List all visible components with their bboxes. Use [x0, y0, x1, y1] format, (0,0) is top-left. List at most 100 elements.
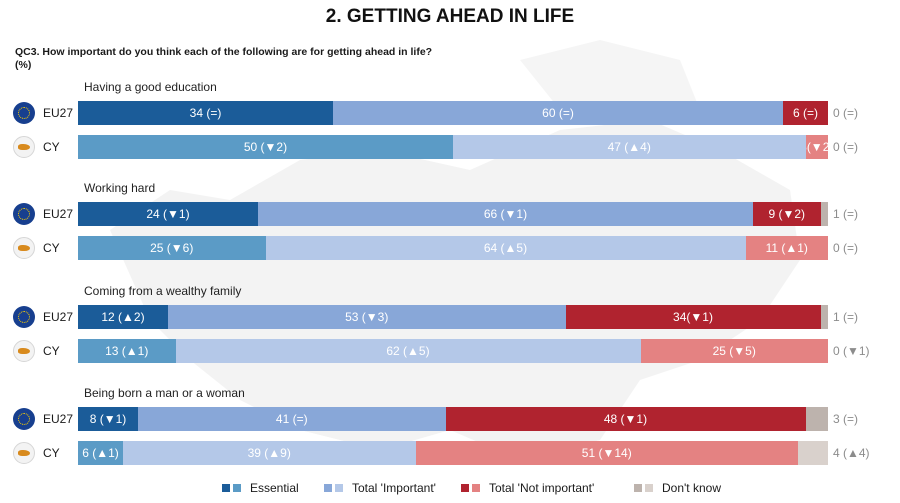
- segment-value-label: 11 (▲1): [765, 241, 808, 255]
- legend-label: Total 'Not important': [489, 481, 595, 495]
- important-segment: 66 (▼1): [258, 202, 753, 226]
- segment-value-label: 39 (▲9): [247, 446, 291, 460]
- dont-know-value-label: 0 (▼1): [833, 344, 870, 358]
- legend-swatch: [634, 484, 642, 492]
- dont-know-segment: [805, 407, 828, 431]
- page-title: 2. GETTING AHEAD IN LIFE: [325, 6, 575, 27]
- segment-value-label: 6 (=): [792, 106, 818, 120]
- not-important-segment: 51 (▼14): [415, 441, 798, 465]
- segment-value-label: 3(▼2): [806, 140, 829, 154]
- segment-value-label: 51 (▼14): [581, 446, 632, 460]
- legend-swatch: [472, 484, 480, 492]
- row-country-label: CY: [43, 241, 60, 255]
- group-title: Having a good education: [84, 80, 217, 94]
- segment-value-label: 62 (▲5): [386, 344, 430, 358]
- group-title: Working hard: [84, 181, 156, 195]
- legend-label: Total 'Important': [352, 481, 436, 495]
- legend-label: Essential: [250, 481, 299, 495]
- dont-know-value-label: 3 (=): [833, 412, 859, 426]
- legend-item: Don't know: [634, 481, 721, 495]
- question-text: QC3. How important do you think each of …: [15, 46, 432, 72]
- segment-value-label: 60 (=): [542, 106, 574, 120]
- row-country-label: EU27: [43, 207, 74, 221]
- legend-label: Don't know: [662, 481, 721, 495]
- row-country-label: EU27: [43, 310, 74, 324]
- dont-know-value-label: 4 (▲4): [833, 446, 870, 460]
- eu-flag-icon: [13, 306, 35, 328]
- dont-know-segment: [798, 441, 828, 465]
- segment-value-label: 53 (▼3): [345, 310, 389, 324]
- dont-know-value-label: 0 (=): [833, 140, 859, 154]
- dont-know-value-label: 0 (=): [833, 106, 859, 120]
- important-segment: 64 (▲5): [265, 236, 746, 260]
- legend-swatch: [233, 484, 241, 492]
- not-important-segment: 11 (▲1): [745, 236, 828, 260]
- segment-value-label: 41 (=): [275, 412, 308, 426]
- legend-item: Essential: [222, 481, 299, 495]
- legend-item: Total 'Not important': [461, 481, 594, 495]
- dont-know-segment: [820, 202, 828, 226]
- eu-flag-icon: [13, 408, 35, 430]
- segment-value-label: 8 (▼1): [89, 412, 127, 426]
- cyprus-flag-icon: [13, 237, 35, 259]
- row-country-label: EU27: [43, 412, 74, 426]
- segment-value-label: 6 (▲1): [82, 446, 119, 460]
- legend-swatch: [222, 484, 230, 492]
- eu-flag-icon: [13, 203, 35, 225]
- segment-value-label: 34 (=): [189, 106, 222, 120]
- segment-value-label: 48 (▼1): [603, 412, 648, 426]
- important-segment: 47 (▲4): [453, 135, 806, 159]
- essential-segment: 25 (▼6): [78, 236, 266, 260]
- row-country-label: CY: [43, 140, 60, 154]
- dont-know-value-label: 1 (=): [833, 207, 859, 221]
- essential-segment: 13 (▲1): [78, 339, 176, 363]
- cyprus-flag-icon: [13, 340, 35, 362]
- group-title: Coming from a wealthy family: [84, 284, 242, 298]
- group-title: Being born a man or a woman: [84, 386, 245, 400]
- eu-flag-icon: [13, 102, 35, 124]
- not-important-segment: 48 (▼1): [445, 407, 806, 431]
- segment-value-label: 25 (▼5): [712, 344, 756, 358]
- important-segment: 41 (=): [138, 407, 446, 431]
- not-important-segment: 6 (=): [783, 101, 828, 125]
- row-country-label: EU27: [43, 106, 74, 120]
- segment-value-label: 9 (▼2): [768, 207, 806, 221]
- essential-segment: 50 (▼2): [78, 135, 453, 159]
- segment-value-label: 34(▼1): [673, 310, 713, 324]
- essential-segment: 8 (▼1): [78, 407, 138, 431]
- important-segment: 53 (▼3): [168, 305, 566, 329]
- important-segment: 39 (▲9): [123, 441, 416, 465]
- not-important-segment: 3(▼2): [805, 135, 829, 159]
- segment-value-label: 13 (▲1): [105, 344, 149, 358]
- essential-segment: 12 (▲2): [78, 305, 168, 329]
- segment-value-label: 12 (▲2): [101, 310, 145, 324]
- legend-swatch: [335, 484, 343, 492]
- row-country-label: CY: [43, 446, 60, 460]
- dont-know-value-label: 1 (=): [833, 310, 859, 324]
- dont-know-segment: [820, 305, 828, 329]
- question-unit: (%): [15, 59, 32, 71]
- legend-swatch: [461, 484, 469, 492]
- segment-value-label: 24 (▼1): [146, 207, 190, 221]
- segment-value-label: 47 (▲4): [607, 140, 651, 154]
- question-line: QC3. How important do you think each of …: [15, 46, 433, 58]
- legend-item: Total 'Important': [324, 481, 436, 495]
- cyprus-flag-icon: [13, 136, 35, 158]
- segment-value-label: 66 (▼1): [483, 207, 528, 221]
- essential-segment: 24 (▼1): [78, 202, 258, 226]
- segment-value-label: 64 (▲5): [483, 241, 528, 255]
- legend-swatch: [324, 484, 332, 492]
- cyprus-flag-icon: [13, 442, 35, 464]
- not-important-segment: 9 (▼2): [753, 202, 821, 226]
- important-segment: 62 (▲5): [175, 339, 641, 363]
- not-important-segment: 25 (▼5): [640, 339, 828, 363]
- segment-value-label: 25 (▼6): [150, 241, 194, 255]
- row-country-label: CY: [43, 344, 60, 358]
- essential-segment: 6 (▲1): [78, 441, 123, 465]
- essential-segment: 34 (=): [78, 101, 333, 125]
- dont-know-value-label: 0 (=): [833, 241, 859, 255]
- not-important-segment: 34(▼1): [565, 305, 821, 329]
- legend-swatch: [645, 484, 653, 492]
- important-segment: 60 (=): [333, 101, 783, 125]
- segment-value-label: 50 (▼2): [243, 140, 288, 154]
